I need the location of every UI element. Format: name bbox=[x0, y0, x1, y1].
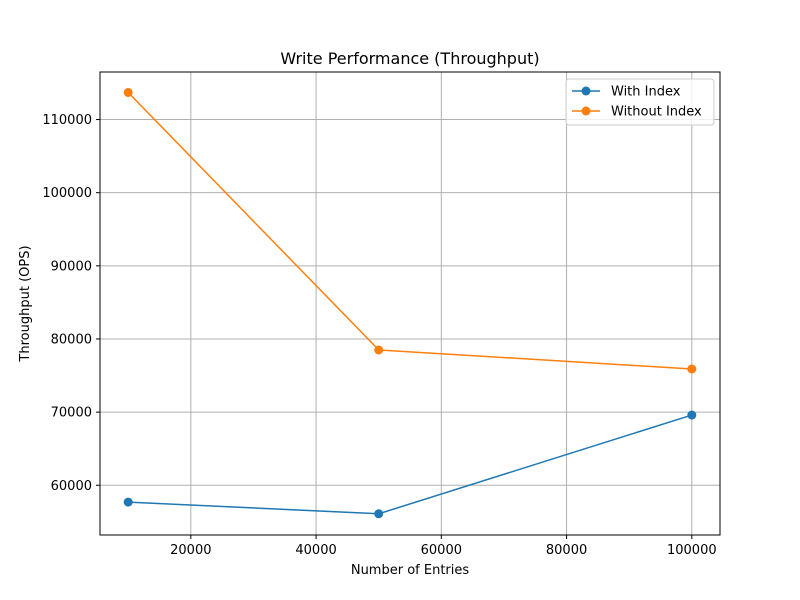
legend-label-with-index: With Index bbox=[611, 85, 681, 100]
x-tick-label: 80000 bbox=[546, 543, 587, 558]
data-point-without-index bbox=[687, 364, 697, 374]
legend: With Index Without Index bbox=[565, 78, 715, 126]
data-point-with-index bbox=[687, 410, 697, 420]
data-series bbox=[123, 87, 697, 519]
legend-marker-with-index bbox=[581, 86, 591, 96]
x-tick-label: 60000 bbox=[421, 543, 462, 558]
legend-marker-without-index bbox=[581, 106, 591, 116]
x-tick-label: 40000 bbox=[295, 543, 336, 558]
chart-title: Write Performance (Throughput) bbox=[280, 49, 539, 68]
y-tick-label: 70000 bbox=[51, 406, 92, 421]
y-tick-label: 80000 bbox=[51, 332, 92, 347]
data-point-with-index bbox=[374, 509, 384, 519]
plot-area-frame bbox=[99, 71, 721, 536]
y-tick-label: 90000 bbox=[51, 259, 92, 274]
x-tick-label: 100000 bbox=[667, 543, 717, 558]
y-tick-label: 60000 bbox=[51, 479, 92, 494]
x-axis-label: Number of Entries bbox=[351, 563, 470, 578]
x-tick-label: 20000 bbox=[170, 543, 211, 558]
data-point-without-index bbox=[374, 345, 384, 355]
y-axis-label: Throughput (OPS) bbox=[18, 245, 33, 362]
legend-box bbox=[565, 78, 715, 126]
data-point-with-index bbox=[123, 497, 133, 507]
data-point-without-index bbox=[123, 87, 133, 97]
y-tick-label: 100000 bbox=[42, 186, 92, 201]
legend-label-without-index: Without Index bbox=[611, 105, 702, 120]
axis-ticks: 20000 40000 60000 80000 100000 60000 70000 8000… bbox=[42, 113, 716, 558]
y-tick-label: 110000 bbox=[42, 113, 92, 128]
